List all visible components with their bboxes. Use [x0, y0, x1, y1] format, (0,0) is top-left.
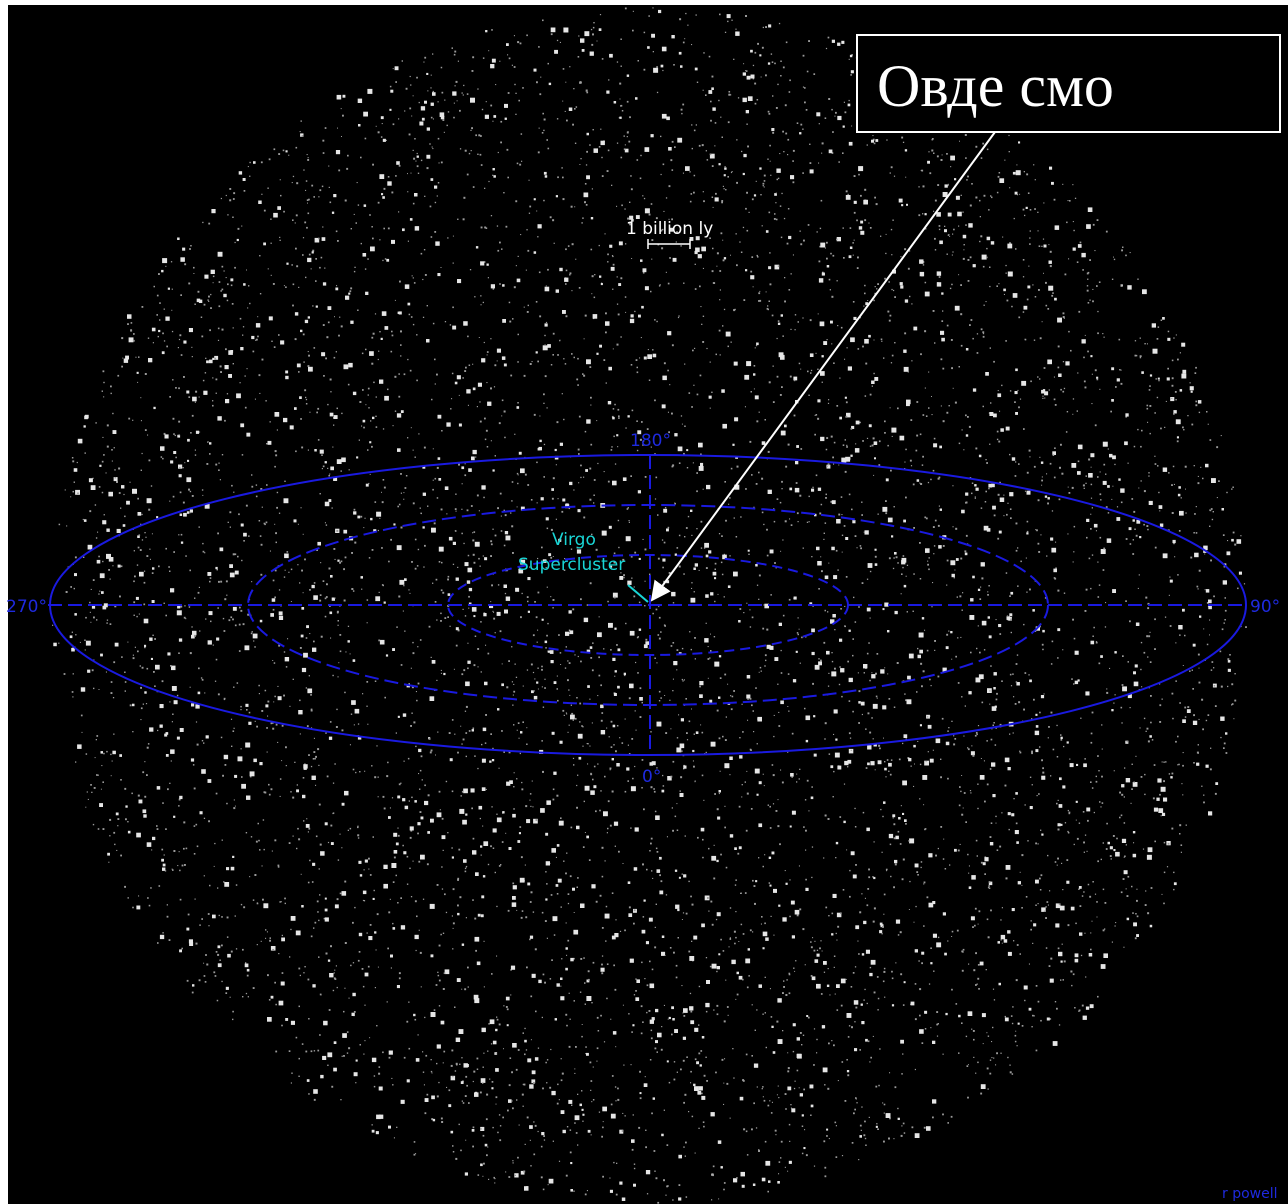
credit: r powell — [1222, 1186, 1278, 1202]
scale-label: 1 billion ly — [626, 219, 713, 239]
angle-label: 0° — [642, 767, 661, 787]
angle-label: 270° — [6, 597, 47, 617]
annotation-label: Овде смо — [877, 53, 1114, 119]
universe-map: 180° 270° 90° 0° 1 billion ly Virgo Supe… — [0, 0, 1288, 1204]
page: 180° 270° 90° 0° 1 billion ly Virgo Supe… — [0, 0, 1288, 1204]
virgo-label: Virgo — [552, 530, 596, 550]
angle-label: 90° — [1250, 597, 1280, 617]
virgo-label: Supercluster — [518, 555, 625, 575]
angle-label: 180° — [630, 431, 671, 451]
